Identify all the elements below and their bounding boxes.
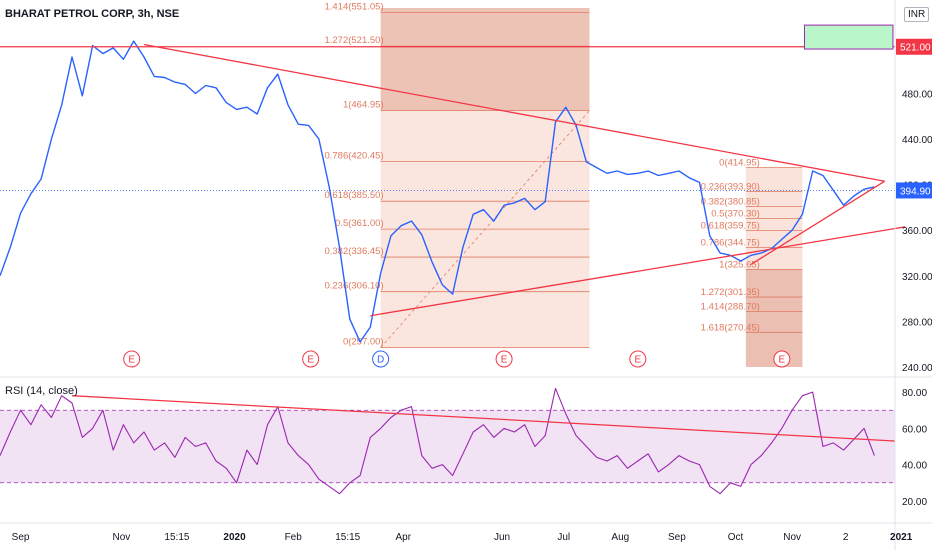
fib-zone-right-bottom xyxy=(745,269,803,367)
fib-right-label: 0.786(344.75) xyxy=(701,238,760,249)
fib-left-label: 0(257.00) xyxy=(343,337,384,348)
time-tick-label: Jun xyxy=(494,532,510,543)
price-badge-label: 394.90 xyxy=(900,186,931,197)
rsi-tick-label: 20.00 xyxy=(902,497,927,508)
chart-title: BHARAT PETROL CORP, 3h, NSE xyxy=(5,8,180,20)
fib-right-label: 0.5(370.30) xyxy=(711,208,760,219)
time-tick-label: Feb xyxy=(285,532,303,543)
time-tick-label: Nov xyxy=(112,532,130,543)
rsi-band xyxy=(0,410,895,483)
time-tick-label: Nov xyxy=(783,532,801,543)
rsi-pane: 80.00 60.00 40.00 20.00 xyxy=(0,387,927,508)
time-tick-label: Apr xyxy=(395,532,411,543)
rsi-tick-label: 60.00 xyxy=(902,424,927,435)
rsi-trendline xyxy=(71,395,896,442)
time-tick-label: 2021 xyxy=(890,532,913,543)
rsi-tick-label: 80.00 xyxy=(902,388,927,399)
fib-left-label: 0.382(336.45) xyxy=(324,246,383,257)
earnings-event-marker xyxy=(773,350,791,368)
fib-left-label: 1(464.95) xyxy=(343,100,384,111)
rsi-series-line xyxy=(0,387,875,495)
ascending-trendline xyxy=(370,226,906,317)
descending-trendline xyxy=(143,43,885,182)
event-label: E xyxy=(501,355,508,366)
price-badge xyxy=(896,38,932,55)
time-tick-label: Jul xyxy=(557,532,570,543)
fib-left-label: 1.414(551.05) xyxy=(324,2,383,13)
rsi-tick-label: 40.00 xyxy=(902,461,927,472)
event-label: E xyxy=(128,355,135,366)
rsi-label: RSI (14, close) xyxy=(5,385,78,397)
currency-badge[interactable]: INR xyxy=(904,7,930,22)
price-tick-label: 440.00 xyxy=(902,135,932,146)
price-series-line xyxy=(0,40,875,343)
price-badge-label: 521.00 xyxy=(900,43,931,54)
fib-left-label: 0.618(385.50) xyxy=(324,190,383,201)
earnings-event-marker xyxy=(629,350,647,368)
fib-right-label: 0.236(393.90) xyxy=(701,182,760,193)
fib-right-label: 1.618(270.45) xyxy=(701,322,760,333)
event-label: E xyxy=(307,355,314,366)
fib-zone-left-top xyxy=(380,8,590,111)
fib-right-label: 1.414(288.70) xyxy=(701,301,760,312)
price-tick-label: 480.00 xyxy=(902,89,932,100)
fib-left-label: 1.272(521.50) xyxy=(324,35,383,46)
triangle-lower-line xyxy=(750,180,886,265)
time-tick-label: Sep xyxy=(668,532,686,543)
event-label: D xyxy=(377,355,384,366)
earnings-event-marker xyxy=(495,350,513,368)
event-label: E xyxy=(779,355,786,366)
fib-left-label: 0.786(420.45) xyxy=(324,150,383,161)
fib-left-label: 0.236(306.10) xyxy=(324,281,383,292)
price-pane xyxy=(0,40,875,343)
dividend-event-marker xyxy=(372,350,390,368)
time-tick-label: Oct xyxy=(728,532,744,543)
time-tick-label: 15:15 xyxy=(164,532,189,543)
time-tick-label: Sep xyxy=(12,532,30,543)
price-badge xyxy=(896,182,932,199)
price-tick-label: 320.00 xyxy=(902,272,932,283)
target-box xyxy=(803,24,894,50)
fib-right-label: 1.272(301.35) xyxy=(701,287,760,298)
earnings-event-marker xyxy=(302,350,320,368)
fib-right-label: 0(414.95) xyxy=(719,158,760,169)
earnings-event-marker xyxy=(123,350,141,368)
price-tick-label: 240.00 xyxy=(902,363,932,374)
price-tick-label: 280.00 xyxy=(902,317,932,328)
fib-left-label: 0.5(361.00) xyxy=(335,218,384,229)
fib-left-diagonal xyxy=(380,110,590,348)
trend-lines xyxy=(0,24,906,317)
fib-right-label: 0.382(380.85) xyxy=(701,196,760,207)
time-tick-label: 2020 xyxy=(223,532,246,543)
fib-right-label: 1(325.65) xyxy=(719,259,760,270)
price-tick-label: 360.00 xyxy=(902,226,932,237)
event-label: E xyxy=(634,355,641,366)
fib-right-label: 0.618(359.75) xyxy=(701,221,760,232)
time-tick-label: 2 xyxy=(843,532,849,543)
time-tick-label: 15:15 xyxy=(335,532,360,543)
time-tick-label: Aug xyxy=(611,532,629,543)
